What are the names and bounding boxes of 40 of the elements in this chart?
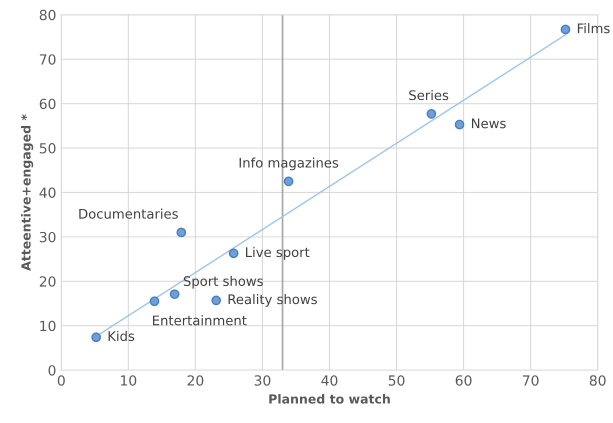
annotation: Documentaries: [79, 208, 178, 219]
y-tick-label: 60: [40, 98, 56, 110]
point: [150, 296, 160, 306]
x-tick-label: 20: [188, 375, 204, 386]
x-tick-label: 30: [254, 375, 270, 386]
x-tick-label: 80: [590, 375, 606, 386]
annotation: Sport shows: [184, 276, 263, 289]
x-tick-label: 60: [456, 375, 472, 386]
point: [560, 24, 570, 34]
annotation: Info magazines: [240, 157, 338, 170]
point: [454, 120, 464, 130]
y-tick-label: 10: [40, 320, 56, 332]
point: [426, 108, 436, 119]
annotation: News: [472, 118, 506, 128]
point: [284, 176, 294, 186]
y-tick-label: 80: [40, 10, 56, 20]
x-tick-label: 70: [522, 375, 539, 386]
y-tick-label: 0: [48, 365, 56, 376]
annotation: Reality shows: [228, 294, 317, 307]
y-tick-label: 40: [39, 187, 56, 198]
annotation: Live sport: [246, 246, 310, 260]
annotation: Series: [409, 90, 448, 100]
point: [176, 228, 186, 238]
x-tick-label: 0: [58, 375, 65, 386]
y-tick-label: 30: [40, 232, 56, 242]
y-tick-label: 70: [40, 54, 56, 65]
annotation: Films: [578, 23, 610, 34]
point: [170, 289, 180, 300]
x-axis-title: Planned to watch: [269, 394, 390, 404]
y-tick-label: 20: [40, 276, 56, 287]
annotation: Kids: [108, 330, 134, 342]
x-tick-label: 10: [121, 375, 136, 386]
point: [91, 332, 102, 342]
x-tick-label: 50: [388, 375, 404, 386]
point: [211, 296, 222, 306]
y-tick-label: 50: [40, 143, 56, 154]
point: [228, 248, 238, 258]
annotation: Entertainment: [153, 315, 247, 326]
y-axis-title: Atteentive+engaged *: [21, 114, 34, 271]
x-tick-label: 40: [321, 375, 338, 386]
